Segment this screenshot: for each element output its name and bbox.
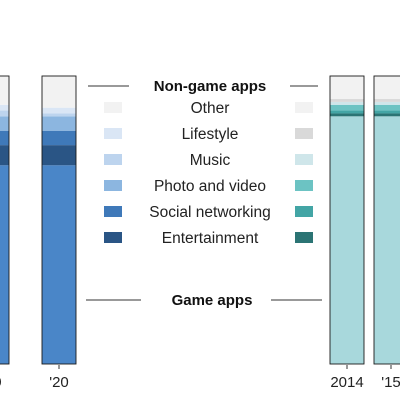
bar-segment-right-2014-game-apps <box>330 116 364 364</box>
game-apps-title: Game apps <box>172 292 253 309</box>
legend-swatch-right-lifestyle <box>295 128 313 139</box>
legend: Other Lifestyle Music Photo and video Social… <box>104 100 313 247</box>
right-chart-bars <box>329 75 400 365</box>
bar-segment-right-15-other <box>374 76 400 100</box>
bar-segment-right-2014-photo-and-video <box>330 104 364 111</box>
bar-segment-left-20-game-apps <box>42 165 76 364</box>
legend-swatch-left-music <box>104 154 122 165</box>
x-tick-label-right-15: '15 <box>381 374 400 391</box>
bar-segment-right-15-music <box>374 101 400 105</box>
legend-label-photo-and-video: Photo and video <box>154 178 266 195</box>
bar-segment-right-2014-social-networking <box>330 110 364 114</box>
x-tick-label-left-20: '20 <box>49 374 69 391</box>
bar-segment-right-2014-entertainment <box>330 113 364 117</box>
bar-segment-left-19-other <box>0 76 9 105</box>
bar-outline-right-2014 <box>329 75 365 365</box>
bar-segment-left-19-music <box>0 110 9 117</box>
bar-segment-left-20-music <box>42 113 76 117</box>
bar-segment-left-20-photo-and-video <box>42 116 76 131</box>
bar-segment-left-20-entertainment <box>42 145 76 166</box>
bar-segment-right-2014-music <box>330 101 364 105</box>
bar-segment-right-2014-lifestyle <box>330 99 364 102</box>
bar-segment-right-15-lifestyle <box>374 99 400 102</box>
x-tick-label-left-19: '19 <box>0 374 2 391</box>
legend-label-entertainment: Entertainment <box>162 230 259 247</box>
x-axis-tick-labels: '19 '20 2014 '15 <box>0 365 400 391</box>
x-tick-label-right-2014: 2014 <box>330 374 363 391</box>
legend-swatch-left-photo-and-video <box>104 180 122 191</box>
bar-segment-left-19-entertainment <box>0 145 9 166</box>
left-chart-bars <box>0 75 77 365</box>
legend-swatch-right-other <box>295 102 313 113</box>
bar-segment-left-20-lifestyle <box>42 107 76 114</box>
bar-segment-left-19-game-apps <box>0 165 9 364</box>
legend-label-other: Other <box>191 100 230 117</box>
legend-swatch-left-entertainment <box>104 232 122 243</box>
bar-segment-left-20-other <box>42 76 76 108</box>
legend-swatch-right-entertainment <box>295 232 313 243</box>
bar-outline-right-15 <box>373 75 400 365</box>
legend-swatch-right-music <box>295 154 313 165</box>
bar-outline-left-20 <box>41 75 77 365</box>
bar-segment-right-15-photo-and-video <box>374 104 400 111</box>
legend-swatch-left-other <box>104 102 122 113</box>
legend-swatch-left-lifestyle <box>104 128 122 139</box>
non-game-apps-title: Non-game apps <box>154 78 267 95</box>
bar-segment-right-15-entertainment <box>374 113 400 117</box>
bar-segment-left-20-social-networking <box>42 130 76 146</box>
legend-label-music: Music <box>190 152 231 169</box>
bar-segment-right-15-game-apps <box>374 116 400 364</box>
legend-label-social-networking: Social networking <box>149 204 270 221</box>
bar-segment-right-15-social-networking <box>374 110 400 114</box>
bar-segment-right-2014-other <box>330 76 364 100</box>
legend-swatch-right-photo-and-video <box>295 180 313 191</box>
legend-swatch-left-social-networking <box>104 206 122 217</box>
bar-segment-left-19-lifestyle <box>0 104 9 111</box>
bar-segment-left-19-photo-and-video <box>0 116 9 131</box>
legend-label-lifestyle: Lifestyle <box>182 126 239 143</box>
bar-segment-left-19-social-networking <box>0 130 9 146</box>
bar-outline-left-19 <box>0 75 10 365</box>
legend-swatch-right-social-networking <box>295 206 313 217</box>
